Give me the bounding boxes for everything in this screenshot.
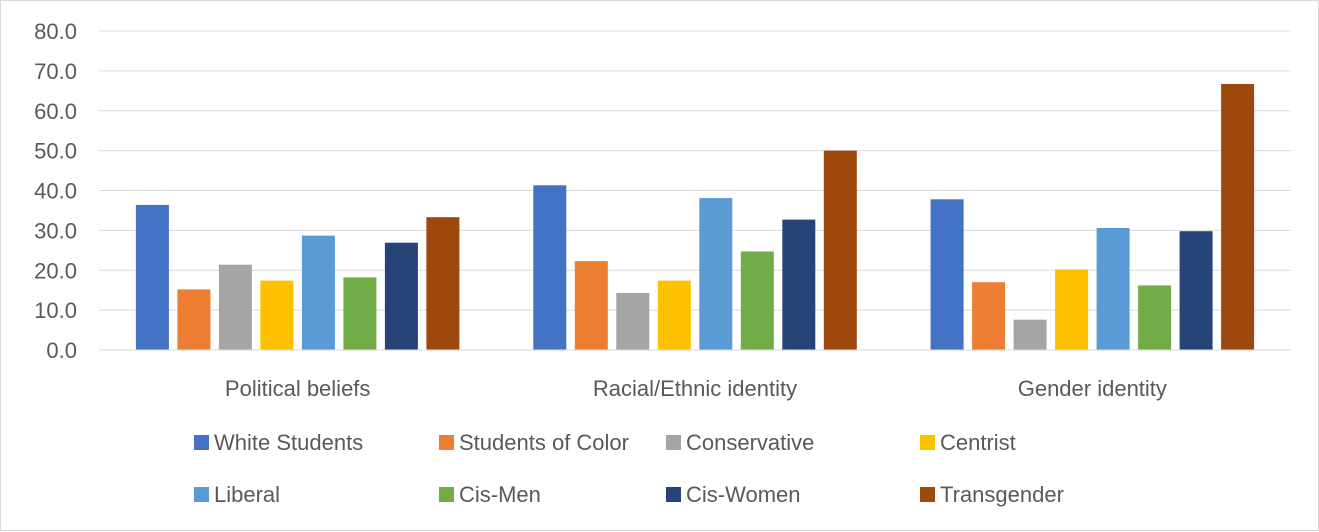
legend-item: Transgender (920, 482, 1064, 507)
legend: White Students Students of Color Conservat… (194, 430, 1064, 507)
bar (177, 289, 211, 350)
bar (426, 217, 460, 350)
bar (657, 280, 691, 350)
legend-item: Cis-Women (666, 482, 801, 507)
legend-item: Liberal (194, 482, 280, 507)
legend-item: Centrist (920, 430, 1016, 455)
y-axis-ticks: 0.0 10.0 20.0 30.0 40.0 50.0 60.0 70.0 80.0 (34, 19, 77, 363)
bar (1013, 319, 1047, 350)
legend-swatch (666, 435, 681, 450)
y-tick-label: 20.0 (34, 258, 77, 283)
bar (135, 204, 169, 350)
legend-item: White Students (194, 430, 363, 455)
bar (972, 282, 1006, 350)
category-label: Racial/Ethnic identity (593, 376, 797, 401)
bar (699, 198, 733, 350)
legend-swatch (194, 435, 209, 450)
legend-label: Conservative (686, 430, 814, 455)
y-tick-label: 10.0 (34, 298, 77, 323)
legend-label: Cis-Men (459, 482, 541, 507)
y-tick-label: 60.0 (34, 99, 77, 124)
legend-swatch (920, 435, 935, 450)
y-tick-label: 40.0 (34, 179, 77, 204)
bar (1055, 269, 1089, 350)
y-tick-label: 70.0 (34, 59, 77, 84)
bar (782, 219, 816, 350)
bar (930, 199, 964, 350)
bar (218, 264, 252, 350)
legend-label: Centrist (940, 430, 1016, 455)
legend-swatch (439, 435, 454, 450)
legend-item: Cis-Men (439, 482, 541, 507)
bar (574, 261, 608, 350)
legend-swatch (439, 487, 454, 502)
category-label: Gender identity (1018, 376, 1167, 401)
legend-label: Students of Color (459, 430, 629, 455)
bar (343, 277, 377, 350)
bar (533, 185, 567, 350)
bar (1138, 285, 1172, 350)
y-tick-label: 0.0 (46, 338, 77, 363)
category-labels: Political beliefs Racial/Ethnic identity G… (225, 376, 1167, 401)
category-label: Political beliefs (225, 376, 371, 401)
bar (260, 280, 294, 350)
legend-item: Conservative (666, 430, 814, 455)
bar (1179, 231, 1213, 350)
y-tick-label: 30.0 (34, 218, 77, 243)
legend-item: Students of Color (439, 430, 629, 455)
legend-label: White Students (214, 430, 363, 455)
legend-label: Transgender (940, 482, 1064, 507)
bar (1096, 228, 1130, 350)
bar (1221, 84, 1255, 350)
bar (740, 251, 774, 350)
bars (135, 84, 1255, 350)
bar (384, 242, 418, 350)
bar (823, 150, 857, 350)
bar (616, 293, 650, 350)
legend-swatch (920, 487, 935, 502)
legend-label: Liberal (214, 482, 280, 507)
y-tick-label: 80.0 (34, 19, 77, 44)
gridlines (99, 30, 1291, 311)
legend-label: Cis-Women (686, 482, 801, 507)
legend-swatch (194, 487, 209, 502)
y-tick-label: 50.0 (34, 139, 77, 164)
bar (301, 235, 335, 350)
legend-swatch (666, 487, 681, 502)
